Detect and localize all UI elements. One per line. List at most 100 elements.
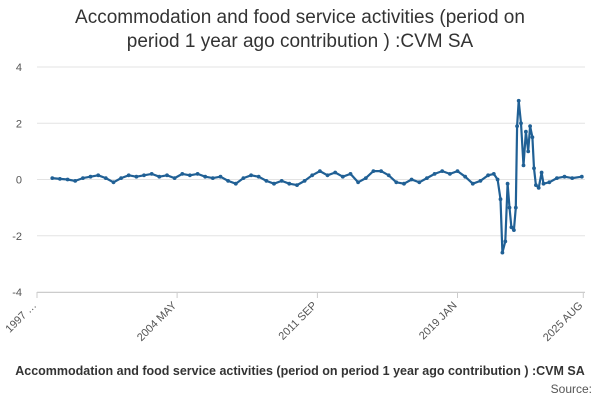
chart-title-line-2: period 1 year ago contribution ) :CVM SA (126, 31, 474, 52)
data-point (157, 174, 162, 179)
data-point (539, 170, 544, 175)
chart-title-line-1: Accommodation and food service activitie… (75, 7, 525, 28)
data-point (371, 169, 376, 174)
data-point (526, 149, 531, 154)
x-tick-label: 2019 JAN (417, 300, 460, 343)
data-point (119, 176, 123, 181)
data-point (325, 173, 330, 178)
data-point (249, 173, 254, 178)
data-point (470, 181, 475, 186)
data-point (500, 250, 505, 255)
data-point (486, 173, 490, 178)
data-point (455, 169, 460, 174)
data-point (256, 174, 261, 179)
chart-title: Accommodation and food service activitie… (0, 6, 600, 54)
data-point (498, 197, 503, 202)
data-point (528, 124, 532, 128)
data-point (348, 172, 353, 176)
data-point (264, 179, 269, 183)
data-point (233, 181, 238, 186)
data-point (165, 173, 169, 178)
data-point (103, 176, 108, 181)
data-point (579, 174, 584, 179)
data-point (478, 179, 483, 183)
data-point (432, 172, 437, 176)
data-point (142, 173, 146, 178)
data-point (50, 176, 55, 181)
data-point (394, 180, 399, 185)
data-point (536, 186, 541, 190)
data-point (363, 176, 368, 181)
data-point (507, 205, 512, 210)
data-point (562, 174, 567, 179)
data-point (440, 169, 445, 174)
data-point (356, 180, 360, 185)
data-point (505, 181, 510, 186)
data-point (279, 179, 284, 183)
x-tick-label: 1997 … (3, 300, 39, 336)
data-point (386, 173, 391, 178)
data-point (172, 176, 177, 181)
data-point (547, 180, 552, 185)
data-point (73, 179, 78, 183)
data-point (272, 181, 276, 186)
x-tick-label: 2011 SEP (277, 300, 320, 343)
data-point (524, 129, 528, 134)
data-point (463, 174, 468, 179)
data-point (111, 180, 116, 185)
data-point (425, 176, 429, 181)
data-point (203, 174, 208, 179)
data-point (65, 177, 70, 182)
data-point (318, 169, 322, 174)
data-point (530, 135, 535, 140)
legend-label: Accommodation and food service activitie… (15, 364, 585, 378)
data-point (218, 174, 223, 179)
data-point (241, 176, 246, 181)
data-point (519, 121, 523, 126)
data-point (180, 172, 185, 176)
data-point (491, 172, 496, 176)
data-point (126, 173, 131, 178)
data-point (149, 172, 154, 176)
data-point (333, 170, 338, 175)
x-tick-label: 2025 AUG (541, 300, 585, 344)
data-point (555, 176, 559, 181)
data-point (210, 176, 215, 181)
y-tick-label: 2 (16, 118, 22, 130)
data-point (96, 173, 101, 178)
source-label: Source: (550, 382, 592, 396)
data-point (287, 181, 292, 186)
data-point (310, 173, 315, 178)
data-point (417, 180, 422, 185)
data-point (509, 225, 514, 230)
data-point (521, 163, 526, 168)
data-point (379, 169, 383, 174)
data-point (402, 181, 406, 186)
data-point (302, 179, 307, 183)
data-point (534, 183, 538, 188)
data-point (188, 173, 192, 178)
data-point (134, 174, 139, 179)
data-point (58, 177, 62, 181)
legend[interactable]: Accommodation and food service activitie… (0, 364, 600, 378)
data-point (503, 239, 508, 244)
data-point (512, 228, 516, 233)
data-point (495, 177, 500, 182)
data-point (541, 181, 546, 186)
data-point (295, 183, 299, 188)
data-point (515, 124, 519, 128)
data-point (226, 179, 231, 183)
y-tick-label: -2 (12, 231, 22, 243)
y-tick-label: 4 (16, 62, 22, 74)
data-point (516, 98, 521, 103)
data-point (409, 177, 414, 182)
data-point (340, 174, 345, 179)
data-point (532, 166, 536, 171)
y-tick-label: -4 (12, 287, 22, 299)
data-point (448, 172, 452, 176)
data-point (513, 205, 518, 210)
data-point (570, 176, 575, 181)
x-tick-label: 2004 MAY (135, 299, 180, 344)
data-point (195, 172, 200, 176)
